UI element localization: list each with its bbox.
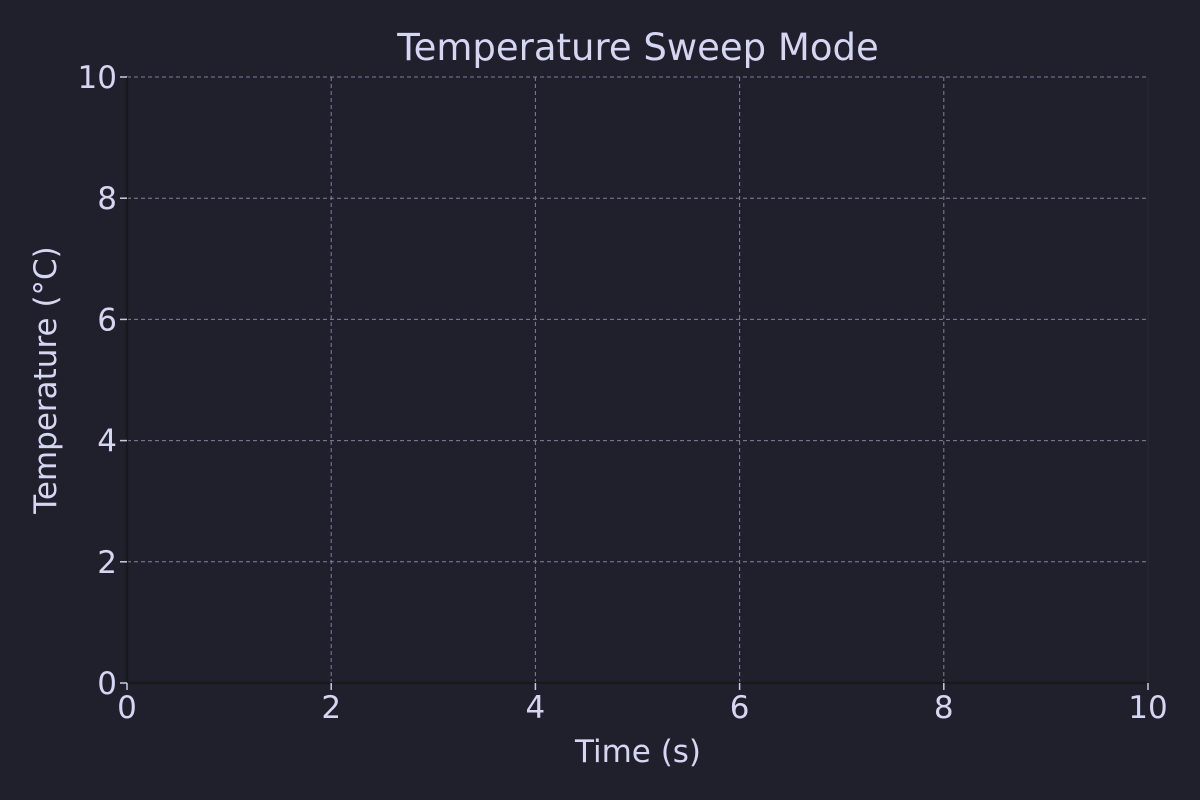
y-tick-label: 6 (97, 302, 117, 338)
x-tick-label: 8 (934, 690, 954, 726)
y-axis-label: Temperature (°C) (28, 246, 64, 515)
x-axis-label: Time (s) (574, 734, 701, 770)
x-axis-ticks: 0 2 4 6 8 10 (117, 683, 1168, 726)
y-tick-label: 2 (97, 545, 117, 581)
y-tick-label: 10 (78, 60, 117, 96)
x-tick-label: 0 (117, 690, 137, 726)
x-tick-label: 2 (321, 690, 341, 726)
y-tick-label: 0 (97, 666, 117, 702)
x-tick-label: 10 (1128, 690, 1167, 726)
x-tick-label: 4 (526, 690, 546, 726)
y-tick-label: 4 (97, 424, 117, 460)
y-tick-label: 8 (97, 181, 117, 217)
y-axis-ticks: 0 2 4 6 8 10 (78, 60, 127, 702)
plot-area (127, 77, 1148, 683)
y-grid (127, 76, 1148, 563)
x-tick-label: 6 (730, 690, 750, 726)
chart-title: Temperature Sweep Mode (396, 26, 878, 69)
